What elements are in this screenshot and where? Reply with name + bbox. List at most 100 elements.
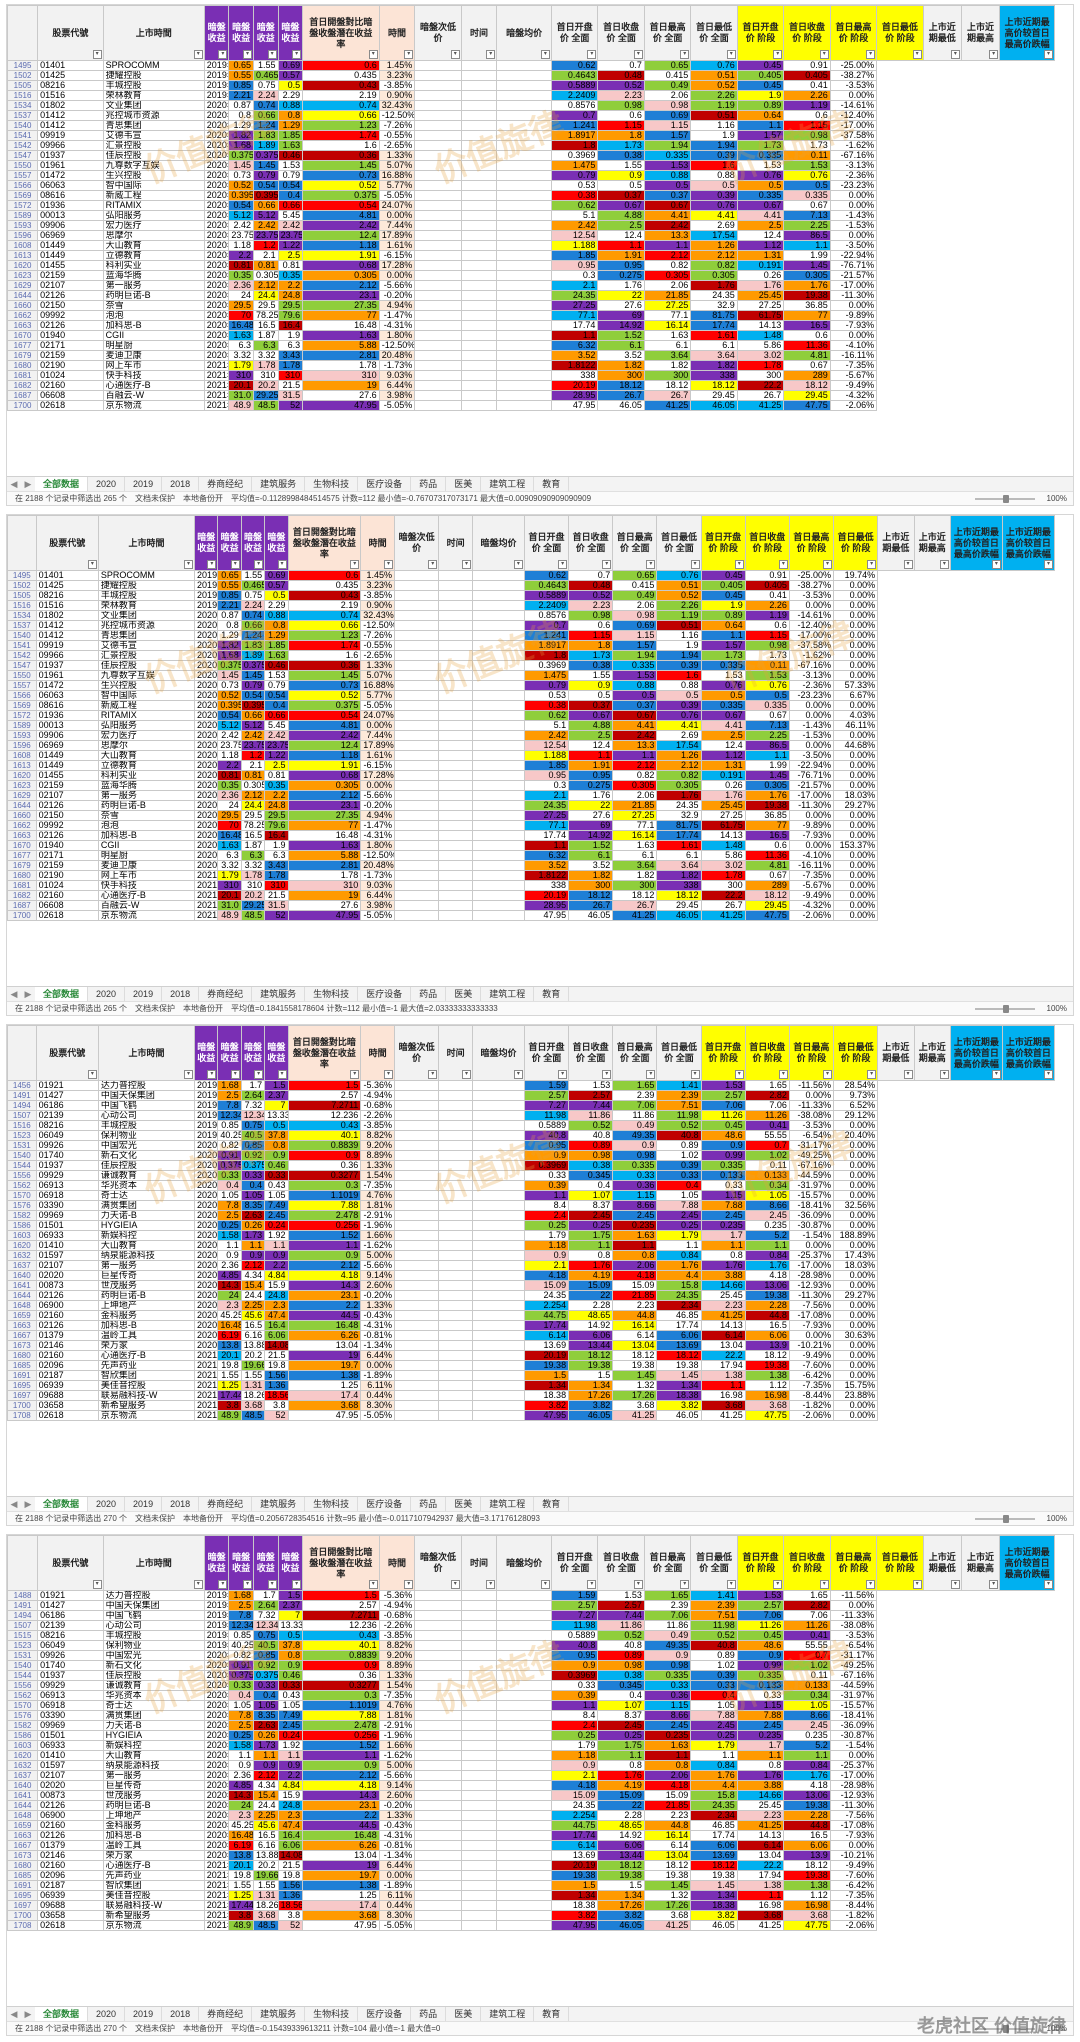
price-cell[interactable]: 0.00% xyxy=(829,330,878,341)
dark-price[interactable]: 29.25 xyxy=(252,390,279,401)
dark-low-price[interactable] xyxy=(460,1610,498,1621)
listing-date[interactable]: 2020年11月17日 xyxy=(203,1810,230,1821)
table-row[interactable]: 162001455科利实业2020年8月14日0.810.810.810.681… xyxy=(7,770,1055,781)
column-header[interactable]: 暗盤收益 ▾ xyxy=(217,1025,242,1081)
potential-return[interactable]: -5.05% xyxy=(378,190,416,201)
price-cell[interactable]: 0.305 xyxy=(783,270,831,281)
row-number[interactable]: 1677 xyxy=(7,850,37,861)
time-cell[interactable] xyxy=(471,1390,525,1401)
price-cell[interactable]: 0.45 xyxy=(736,60,785,71)
price-cell[interactable]: 0.45 xyxy=(700,590,746,601)
stock-code[interactable]: 02618 xyxy=(35,910,99,921)
potential-return[interactable]: 8.82% xyxy=(360,1130,396,1141)
price-cell[interactable]: 0.00% xyxy=(833,1140,879,1151)
time-cell[interactable] xyxy=(471,680,525,691)
row-number[interactable]: 1540 xyxy=(7,1150,37,1161)
dark-price[interactable]: 16.48 xyxy=(302,1830,380,1841)
filter-dropdown-icon[interactable]: ▾ xyxy=(254,560,264,569)
time-cell[interactable] xyxy=(414,1760,462,1771)
time-cell[interactable] xyxy=(496,1710,552,1721)
row-number[interactable]: 1550 xyxy=(7,160,39,171)
time-cell[interactable] xyxy=(394,1110,440,1121)
price-cell[interactable]: 0.00% xyxy=(833,670,879,681)
listing-date[interactable]: 2020年11月17日 xyxy=(194,1310,219,1321)
row-number[interactable]: 1660 xyxy=(7,300,39,311)
dark-price[interactable]: 20.2 xyxy=(240,890,266,901)
time-cell[interactable] xyxy=(394,730,440,741)
price-cell[interactable]: -25.00% xyxy=(829,60,878,71)
table-row[interactable]: 168202160心通医疗-B2021年2月5日20.120.221.5196.… xyxy=(7,380,1055,391)
time-cell[interactable] xyxy=(414,1790,462,1801)
price-cell[interactable]: 4.81 xyxy=(744,860,790,871)
time-cell[interactable] xyxy=(471,880,525,891)
table-row[interactable]: 164002020巨星传奇2020年11月3日4.854.344.844.189… xyxy=(7,1270,1055,1281)
dark-price[interactable]: 12.34 xyxy=(228,1620,254,1631)
price-cell[interactable]: 0.98 xyxy=(643,100,692,111)
time-cell[interactable] xyxy=(414,230,462,241)
dark-low-price[interactable] xyxy=(460,100,498,111)
price-cell[interactable]: 0.335 xyxy=(744,700,790,711)
time-cell[interactable] xyxy=(496,150,552,161)
price-cell[interactable]: 5.2 xyxy=(744,1230,790,1241)
price-cell[interactable]: 0.335 xyxy=(736,150,785,161)
price-cell[interactable]: -31.17% xyxy=(788,1140,835,1151)
dark-price[interactable]: 24.8 xyxy=(264,1290,289,1301)
dark-price[interactable]: 2.478 xyxy=(287,1210,362,1221)
price-cell[interactable]: 1.53 xyxy=(744,670,790,681)
price-cell[interactable]: 0.84 xyxy=(783,1760,831,1771)
price-cell[interactable]: -28.98% xyxy=(788,1270,835,1281)
price-cell[interactable]: 2.23 xyxy=(700,1300,746,1311)
price-cell[interactable]: -9.49% xyxy=(788,1350,835,1361)
price-cell[interactable]: 1.79 xyxy=(690,1740,738,1751)
table-row[interactable]: 166209992泡泡2020年11月20日7078.2579.677-1.47… xyxy=(7,820,1055,831)
column-header[interactable]: 暗盤收益 ▾ xyxy=(264,515,289,571)
dark-price[interactable]: 19.7 xyxy=(287,1360,362,1371)
dark-price[interactable]: 1.1 xyxy=(228,1750,254,1761)
dark-price[interactable]: 2.12 xyxy=(240,790,266,801)
price-cell[interactable]: 0.25 xyxy=(550,1730,599,1741)
price-cell[interactable]: 41.25 xyxy=(700,1410,746,1421)
dark-price[interactable]: 310 xyxy=(277,370,304,381)
dark-price[interactable]: 1.56 xyxy=(277,1880,304,1891)
price-cell[interactable]: 1.1 xyxy=(523,1190,570,1201)
listing-date[interactable]: 2020年3月17日 xyxy=(203,170,230,181)
potential-return[interactable]: 3.23% xyxy=(360,580,396,591)
price-cell[interactable]: 16.5 xyxy=(783,320,831,331)
dark-price[interactable]: 1.24 xyxy=(240,630,266,641)
price-cell[interactable]: 0.88 xyxy=(690,170,738,181)
dark-price[interactable]: 0.36 xyxy=(302,150,380,161)
dark-price[interactable]: 0.33 xyxy=(252,1680,279,1691)
dark-low-price[interactable] xyxy=(460,270,498,281)
dark-price[interactable]: 4.81 xyxy=(302,210,380,221)
dark-price[interactable]: 0.85 xyxy=(240,1140,266,1151)
listing-date[interactable]: 2020年1月8日 xyxy=(194,1140,219,1151)
price-cell[interactable]: 8.4 xyxy=(523,1200,570,1211)
row-number[interactable]: 1691 xyxy=(7,1370,37,1381)
stock-code[interactable]: 02150 xyxy=(37,300,104,311)
column-header[interactable]: 首日最低价 阶段 ▾ xyxy=(876,1535,924,1591)
price-cell[interactable]: 3.82 xyxy=(656,1400,702,1411)
price-cell[interactable]: 1.32 xyxy=(643,1890,692,1901)
dark-low-price[interactable] xyxy=(438,660,473,671)
dark-low-price[interactable] xyxy=(438,1390,473,1401)
price-cell[interactable]: -38.08% xyxy=(829,1620,878,1631)
dark-price[interactable]: 0.75 xyxy=(240,1120,266,1131)
dark-price[interactable]: 2.42 xyxy=(228,220,254,231)
column-header[interactable]: 暗盤次低价 ▾ xyxy=(394,1025,440,1081)
price-cell[interactable]: 0.3969 xyxy=(523,660,570,671)
table-row[interactable]: 154209966汇景控股2020年1月16日1.681.891.631.6-2… xyxy=(7,650,1055,661)
price-cell[interactable]: 19.38 xyxy=(783,1870,831,1881)
stock-name[interactable]: 泡泡 xyxy=(102,310,205,321)
row-number[interactable]: 1516 xyxy=(7,1120,37,1131)
dark-price[interactable]: 40.1 xyxy=(302,1640,380,1651)
table-row[interactable]: 153701412兆控城市资源2020年1月14日0.80.660.80.66-… xyxy=(7,620,1055,631)
dark-price[interactable]: 1.2 xyxy=(240,750,266,761)
time-cell[interactable] xyxy=(496,1740,552,1751)
price-cell[interactable]: 3.68 xyxy=(643,1910,692,1921)
time-cell[interactable] xyxy=(394,1290,440,1301)
column-header[interactable]: 上市時間 ▾ xyxy=(97,515,196,571)
table-row[interactable]: 158900013弘阳服务2020年7月7日5.125.125.454.810.… xyxy=(7,210,1055,221)
dark-low-price[interactable] xyxy=(460,60,498,71)
price-cell[interactable]: 11.26 xyxy=(736,1620,785,1631)
dark-price[interactable]: 1.1 xyxy=(277,1750,304,1761)
